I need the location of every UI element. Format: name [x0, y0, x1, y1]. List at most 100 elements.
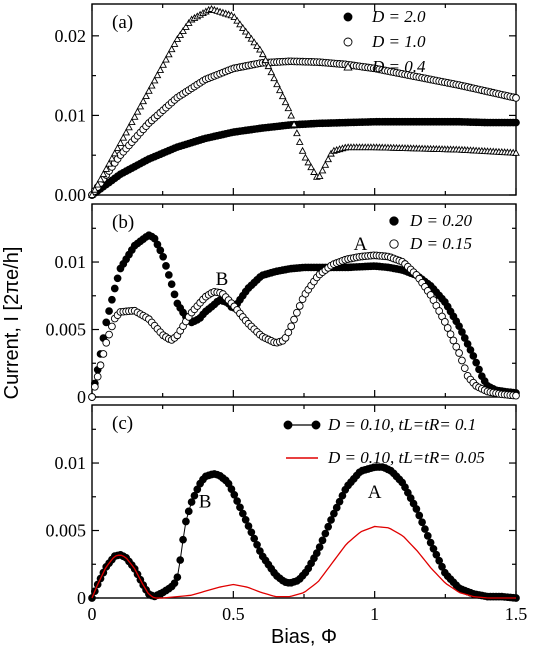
data-point — [261, 56, 270, 64]
legend-label: D = 0.10, tL=tR= 0.1 — [327, 415, 476, 434]
data-point — [241, 515, 250, 524]
data-point — [270, 74, 278, 82]
data-point — [88, 393, 96, 401]
data-point — [244, 31, 253, 39]
data-point — [236, 503, 244, 512]
y-tick-label: 0 — [77, 387, 86, 407]
data-point — [250, 534, 259, 543]
legend-entry: D = 2.0 — [343, 7, 426, 26]
data-point — [122, 128, 130, 136]
data-point — [298, 146, 307, 154]
data-point — [93, 372, 102, 381]
series-1 — [88, 231, 520, 401]
data-point — [290, 315, 298, 324]
data-point — [512, 94, 520, 102]
data-point — [512, 148, 520, 156]
legend-marker — [283, 420, 293, 430]
data-point — [233, 16, 241, 24]
data-point — [153, 71, 162, 79]
data-point — [176, 30, 185, 38]
data-point — [182, 517, 190, 526]
data-point — [267, 68, 276, 76]
x-tick-label: 1.5 — [505, 604, 528, 624]
data-point — [170, 290, 179, 299]
series-2 — [88, 251, 520, 401]
data-point — [110, 149, 119, 157]
data-point — [247, 528, 256, 537]
data-point — [250, 38, 259, 46]
data-point — [110, 284, 119, 293]
data-point — [264, 62, 273, 70]
data-point — [287, 322, 296, 331]
data-point — [108, 154, 116, 162]
series-2 — [91, 525, 516, 599]
data-point — [96, 175, 105, 183]
data-point — [150, 76, 159, 84]
data-point — [108, 322, 116, 331]
panel-label: (a) — [112, 12, 133, 33]
data-point — [460, 364, 469, 373]
legend-label: D = 2.0 — [371, 7, 426, 26]
series-1 — [88, 463, 520, 602]
data-point — [415, 511, 424, 520]
data-point — [113, 274, 122, 283]
legend-label: D = 0.10, tL=tR= 0.05 — [327, 448, 485, 467]
data-point — [88, 190, 96, 198]
data-point — [312, 549, 321, 557]
data-point — [284, 328, 293, 337]
data-point — [91, 185, 99, 193]
data-point — [164, 50, 173, 58]
panel-label: (c) — [112, 413, 133, 434]
data-point — [179, 26, 187, 34]
data-point — [159, 252, 167, 261]
data-point — [452, 342, 461, 351]
data-point — [287, 111, 296, 119]
data-point — [512, 118, 520, 127]
data-point — [318, 166, 327, 174]
data-point — [273, 80, 281, 88]
data-point — [173, 35, 182, 42]
data-point — [102, 338, 111, 347]
data-point — [184, 18, 193, 26]
data-point — [156, 246, 165, 255]
legend-label: D = 0.4 — [371, 57, 426, 76]
data-point — [90, 382, 99, 391]
data-point — [244, 522, 253, 530]
data-point — [304, 158, 313, 166]
panel-1: 0.00 0.01 0.02 (a) D = 2.0 D = 1.0 D = 0.4 — [55, 3, 520, 205]
data-point — [293, 308, 301, 317]
data-point — [253, 41, 261, 49]
legend-entry: D = 0.4 — [343, 57, 426, 76]
legend-label: D = 0.20 — [409, 211, 472, 230]
data-point — [441, 318, 449, 326]
legend-marker — [343, 12, 353, 22]
data-point — [105, 159, 113, 167]
data-point — [173, 573, 182, 582]
data-point — [102, 318, 111, 327]
legend-marker — [343, 62, 353, 71]
data-point — [315, 172, 324, 180]
data-point — [472, 358, 481, 367]
y-tick-label: 0.005 — [46, 521, 87, 541]
x-tick-label: 0 — [88, 604, 97, 624]
y-axis-title: Current, I [2πe/h] — [1, 247, 23, 400]
data-point — [315, 543, 324, 551]
data-point — [238, 23, 247, 31]
data-point — [258, 50, 267, 58]
data-point — [184, 507, 193, 516]
data-point — [324, 155, 333, 163]
x-axis-title: Bias, Φ — [271, 626, 337, 648]
data-point — [170, 39, 179, 47]
annotation-A: A — [354, 234, 368, 255]
data-point — [108, 295, 116, 304]
data-point — [125, 123, 133, 131]
data-point — [119, 133, 128, 141]
data-point — [455, 349, 463, 357]
data-point — [301, 153, 310, 161]
data-point — [127, 118, 136, 126]
data-point — [423, 532, 432, 540]
data-point — [230, 490, 239, 499]
y-tick-label: 0.01 — [55, 453, 87, 473]
data-point — [475, 365, 483, 374]
